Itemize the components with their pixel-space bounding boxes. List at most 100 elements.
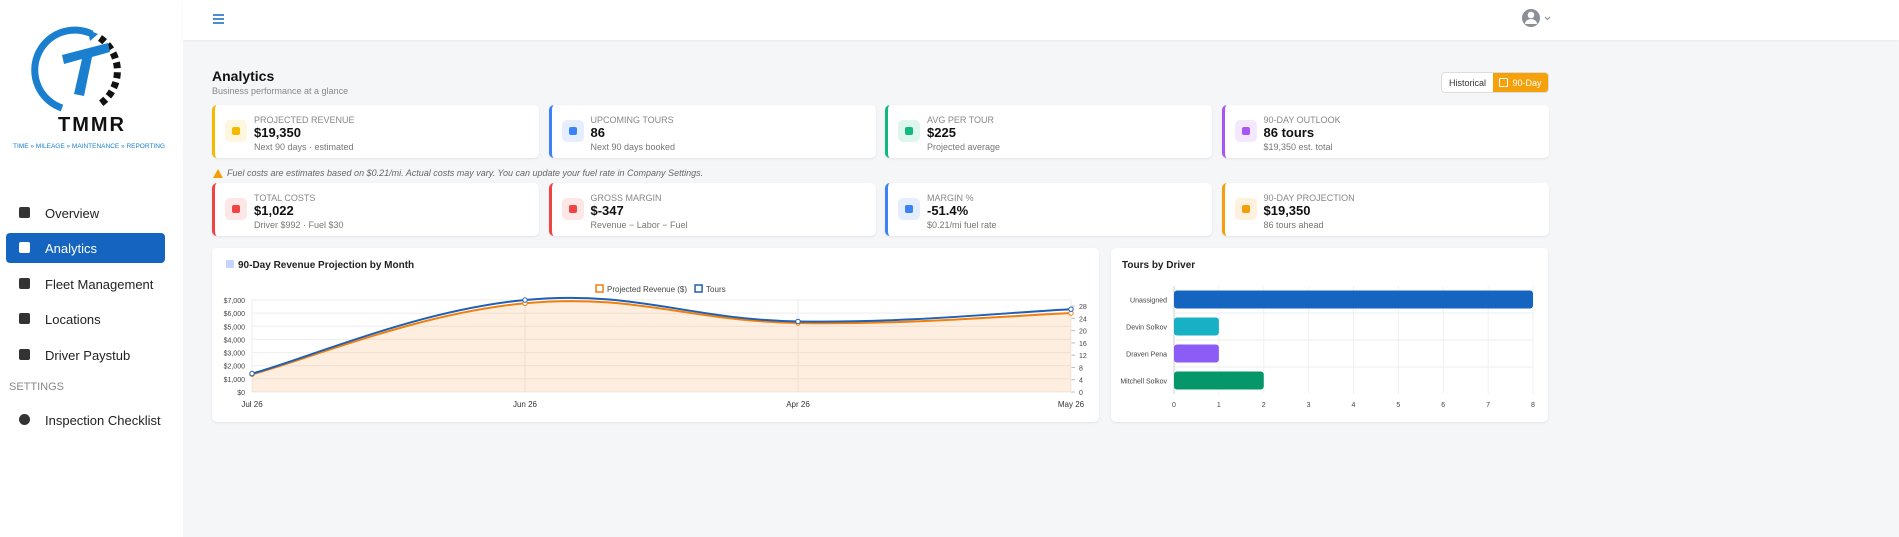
menu-button[interactable] [212,12,226,26]
nav-icon [19,278,30,289]
nav-icon [19,313,30,324]
y-tick-label: $5,000 [224,324,246,331]
point [1068,306,1074,312]
bar [1174,344,1219,363]
legend-label: Projected Revenue ($) [607,285,687,294]
legend-label: Tours [706,285,726,294]
x-tick-label: 8 [1531,402,1535,409]
point [522,297,528,303]
y-tick-label: $6,000 [224,311,246,318]
x-tick-label: Apr 26 [786,400,810,409]
toggle-90day[interactable]: 90-Day [1493,73,1548,92]
bar [1174,371,1264,390]
x-tick-label: Jun 26 [513,400,538,409]
y-tick-label: $2,000 [224,364,246,371]
bar [1174,290,1533,309]
y2-tick-label: 16 [1079,341,1087,348]
toggle-icon [1499,78,1509,87]
kpi-value: $1,022 [254,203,294,218]
note-text: Fuel costs are estimates based on $0.21/… [227,168,704,178]
y-tick-label: $1,000 [224,377,246,384]
nav-icon [19,242,30,253]
nav-icon [19,414,30,425]
kpi-card: PROJECTED REVENUE $19,350 Next 90 days · e… [212,105,539,158]
y-tick-label: $0 [237,390,245,397]
x-tick-label: 7 [1486,402,1490,409]
page-title: Analytics [212,68,275,84]
y2-tick-label: 20 [1079,329,1087,336]
kpi-card: UPCOMING TOURS 86 Next 90 days booked [548,105,876,158]
sidebar: TMMR TIME » MILEAGE » MAINTENANCE » REPO… [0,0,183,537]
kpi-icon-glyph [1241,127,1250,135]
kpi-value: $-347 [590,203,624,218]
point [795,318,801,325]
kpi-card: MARGIN % -51.4% $0.21/mi fuel rate [885,183,1212,236]
topbar [183,0,1899,40]
user-menu[interactable] [1521,8,1551,30]
kpi-sub: Revenue − Labor − Fuel [590,220,688,230]
range-toggle: Historical 90-Day [1441,72,1549,93]
kpi-card: TOTAL COSTS $1,022 Driver $992 · Fuel $30 [212,183,539,236]
chart-title: 90-Day Revenue Projection by Month [238,260,414,271]
kpi-label: TOTAL COSTS [254,193,316,203]
y-tick-label: Mitchell Solkov [1120,379,1167,386]
kpi-card: 90-DAY PROJECTION $19,350 86 tours ahead [1221,183,1549,236]
nav-label: Inspection Checklist [45,412,161,428]
kpi-icon-glyph [905,127,913,135]
section: SETTINGS [9,381,65,393]
nav-label: Analytics [45,240,98,256]
brand: TMMR [58,114,126,136]
revenue-chart-card [212,248,1099,422]
y-tick-label: Draven Pena [1126,352,1167,359]
x-tick-label: 6 [1441,402,1445,409]
nav-item[interactable]: Analytics [6,233,165,263]
nav-label: Fleet Management [45,276,154,292]
kpi-value: $19,350 [254,125,301,140]
bar [1174,317,1219,336]
kpi-sub: Driver $992 · Fuel $30 [254,220,344,230]
line [251,300,1072,376]
y-tick-label: $7,000 [224,298,246,305]
kpi-sub: 86 tours ahead [1263,220,1324,230]
chart-title-icon [226,260,234,268]
kpi-sub: Projected average [927,142,1001,152]
tagline: TIME » MILEAGE » MAINTENANCE » REPORTING [13,143,165,150]
kpi-value: -51.4% [927,203,969,218]
x-tick-label: 1 [1217,402,1221,409]
warning-icon [213,168,223,178]
nav-item[interactable]: Fleet Management [6,269,165,299]
kpi-label: 90-DAY OUTLOOK [1263,115,1341,125]
kpi-value: $225 [927,125,956,140]
kpi-sub: Next 90 days booked [590,142,676,152]
kpi-value: 86 tours [1263,125,1315,140]
kpi-icon-glyph [568,205,577,213]
kpi-card: AVG PER TOUR $225 Projected average [885,105,1212,158]
kpi-icon-glyph [568,127,577,135]
nav-item[interactable]: Inspection Checklist [6,405,165,435]
toggle-historical[interactable]: Historical [1448,77,1486,88]
page-subtitle: Business performance at a glance [212,86,349,96]
kpi-sub: $0.21/mi fuel rate [927,220,997,230]
nav-item[interactable]: Overview [6,198,165,228]
y-tick-label: $3,000 [224,351,246,358]
kpi-sub: Next 90 days · estimated [254,142,354,152]
kpi-icon-glyph [1241,205,1250,213]
y-tick-label: Devin Solkov [1126,325,1167,332]
fuel-note: Fuel costs are estimates based on $0.21/… [213,168,703,178]
x-tick-label: 0 [1172,402,1176,409]
kpi-label: 90-DAY PROJECTION [1263,193,1355,203]
y2-tick-label: 8 [1079,365,1083,372]
y-tick-label: $4,000 [224,337,246,344]
x-tick-label: 3 [1307,402,1311,409]
nav-item[interactable]: Locations [6,304,165,334]
y-tick-label: Unassigned [1130,298,1167,305]
nav-label: Overview [45,205,100,221]
kpi-label: MARGIN % [927,193,974,203]
kpi-label: AVG PER TOUR [927,115,995,125]
kpi-value: $19,350 [1263,203,1311,218]
chart-title: Tours by Driver [1122,260,1195,271]
kpi-label: UPCOMING TOURS [590,115,674,125]
x-tick-label: Jul 26 [241,400,263,409]
nav-item[interactable]: Driver Paystub [6,340,165,370]
